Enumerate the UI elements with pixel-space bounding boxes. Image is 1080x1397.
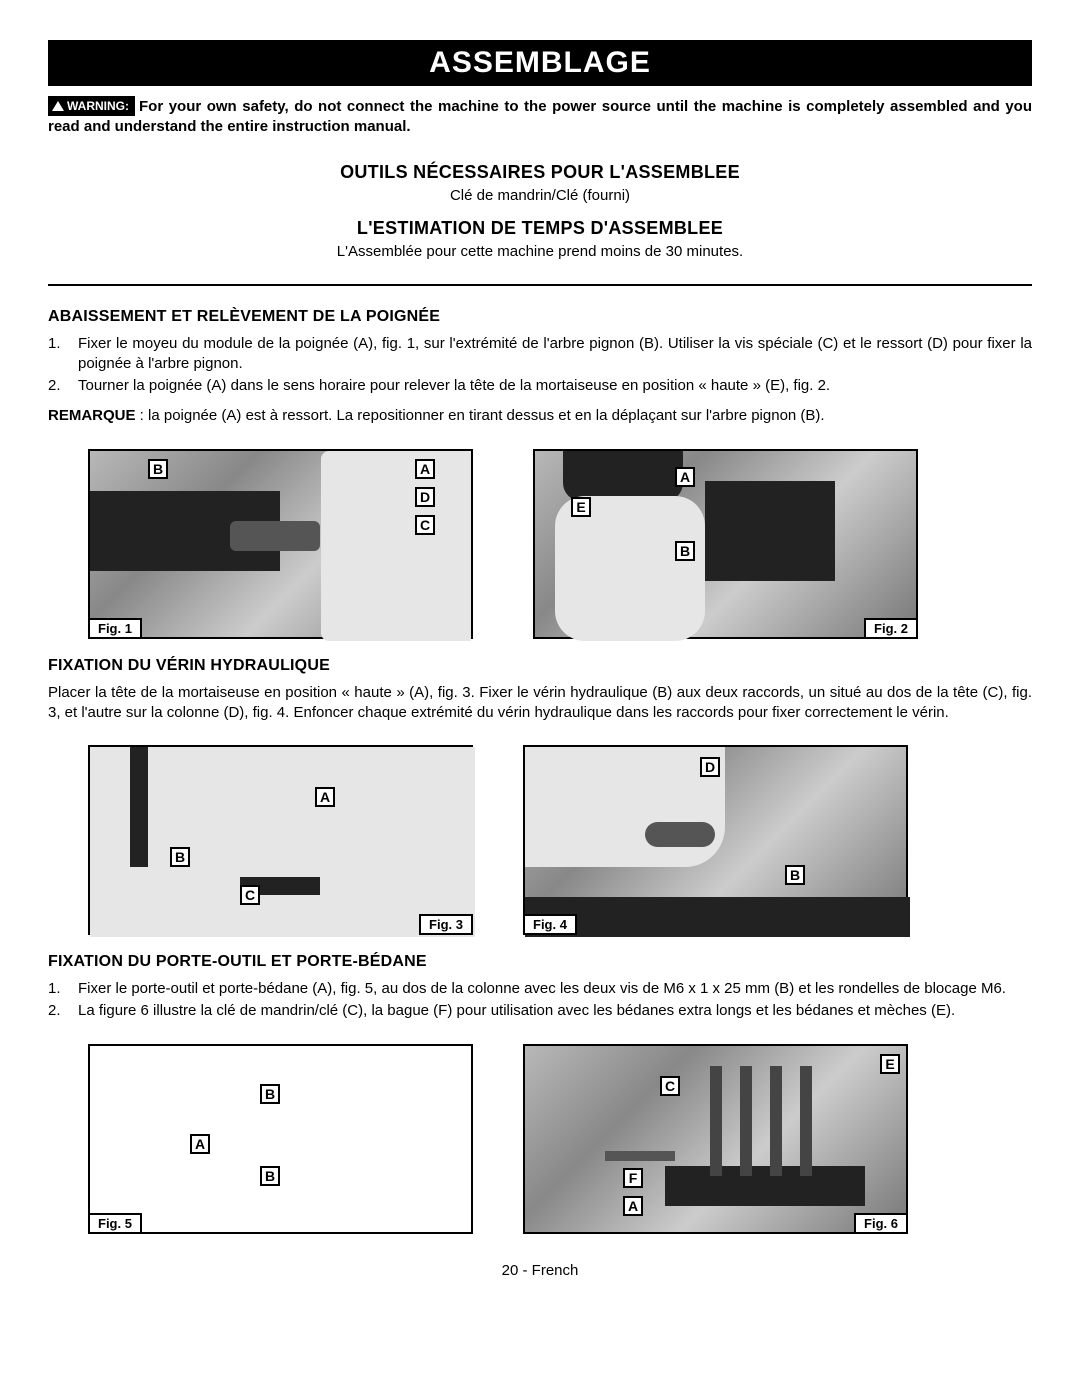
figure-4: D B Fig. 4 <box>523 745 908 935</box>
fig5-tag-B1: B <box>260 1084 280 1104</box>
note-label: REMARQUE <box>48 407 136 424</box>
fig3-tag-B: B <box>170 847 190 867</box>
figure-6: C E F A Fig. 6 <box>523 1044 908 1234</box>
fig3-tag-C: C <box>240 885 260 905</box>
warning-block: WARNING: For your own safety, do not con… <box>48 96 1032 138</box>
sec3-step2: La figure 6 illustre la clé de mandrin/c… <box>48 1001 1032 1021</box>
figure-1: B A D C Fig. 1 <box>88 449 473 639</box>
fig5-tag-B2: B <box>260 1166 280 1186</box>
fig2-tag-E: E <box>571 497 591 517</box>
time-heading: L'ESTIMATION DE TEMPS D'ASSEMBLEE <box>48 218 1032 239</box>
sec2-heading: FIXATION DU VÉRIN HYDRAULIQUE <box>48 657 1032 675</box>
figure-3: A B C Fig. 3 <box>88 745 473 935</box>
fig6-tag-A: A <box>623 1196 643 1216</box>
fig1-tag-D: D <box>415 487 435 507</box>
warning-triangle-icon <box>52 101 64 111</box>
tools-section: OUTILS NÉCESSAIRES POUR L'ASSEMBLEE Clé … <box>48 162 1032 204</box>
fig6-tag-E: E <box>880 1054 900 1074</box>
sec1-step1: Fixer le moyeu du module de la poignée (… <box>48 334 1032 375</box>
fig4-label: Fig. 4 <box>523 914 577 935</box>
time-body: L'Assemblée pour cette machine prend moi… <box>48 243 1032 260</box>
fig6-label: Fig. 6 <box>854 1213 908 1234</box>
sec1-note: REMARQUE : la poignée (A) est à ressort.… <box>48 406 1032 426</box>
fig6-tag-C: C <box>660 1076 680 1096</box>
tools-body: Clé de mandrin/Clé (fourni) <box>48 187 1032 204</box>
fig1-tag-C: C <box>415 515 435 535</box>
fig1-tag-A: A <box>415 459 435 479</box>
warning-text: For your own safety, do not connect the … <box>48 98 1032 135</box>
fig4-tag-D: D <box>700 757 720 777</box>
time-section: L'ESTIMATION DE TEMPS D'ASSEMBLEE L'Asse… <box>48 218 1032 260</box>
fig2-tag-B: B <box>675 541 695 561</box>
fig5-label: Fig. 5 <box>88 1213 142 1234</box>
page-footer: 20 - French <box>48 1262 1032 1279</box>
note-text: : la poignée (A) est à ressort. La repos… <box>136 407 825 424</box>
fig1-tag-B: B <box>148 459 168 479</box>
fig6-tag-F: F <box>623 1168 643 1188</box>
sec2-body: Placer la tête de la mortaiseuse en posi… <box>48 683 1032 724</box>
fig1-label: Fig. 1 <box>88 618 142 639</box>
sec1-step2: Tourner la poignée (A) dans le sens hora… <box>48 376 1032 396</box>
fig-row-1: B A D C Fig. 1 A E B Fig. 2 <box>48 449 1032 639</box>
warning-badge-text: WARNING: <box>67 99 129 113</box>
fig2-label: Fig. 2 <box>864 618 918 639</box>
sec3-step1: Fixer le porte-outil et porte-bédane (A)… <box>48 979 1032 999</box>
warning-badge: WARNING: <box>48 96 135 116</box>
page-title-bar: ASSEMBLAGE <box>48 40 1032 86</box>
sec3-heading: FIXATION DU PORTE-OUTIL ET PORTE-BÉDANE <box>48 953 1032 971</box>
sec1-heading: ABAISSEMENT ET RELÈVEMENT DE LA POIGNÉE <box>48 308 1032 326</box>
fig3-label: Fig. 3 <box>419 914 473 935</box>
fig5-tag-A: A <box>190 1134 210 1154</box>
section-divider <box>48 284 1032 286</box>
sec1-steps: Fixer le moyeu du module de la poignée (… <box>48 334 1032 397</box>
fig-row-3: B A B Fig. 5 C E F A Fig. 6 <box>48 1044 1032 1234</box>
fig3-tag-A: A <box>315 787 335 807</box>
fig4-tag-B: B <box>785 865 805 885</box>
fig-row-2: A B C Fig. 3 D B Fig. 4 <box>48 745 1032 935</box>
tools-heading: OUTILS NÉCESSAIRES POUR L'ASSEMBLEE <box>48 162 1032 183</box>
figure-5: B A B Fig. 5 <box>88 1044 473 1234</box>
sec3-steps: Fixer le porte-outil et porte-bédane (A)… <box>48 979 1032 1022</box>
fig2-tag-A: A <box>675 467 695 487</box>
figure-2: A E B Fig. 2 <box>533 449 918 639</box>
